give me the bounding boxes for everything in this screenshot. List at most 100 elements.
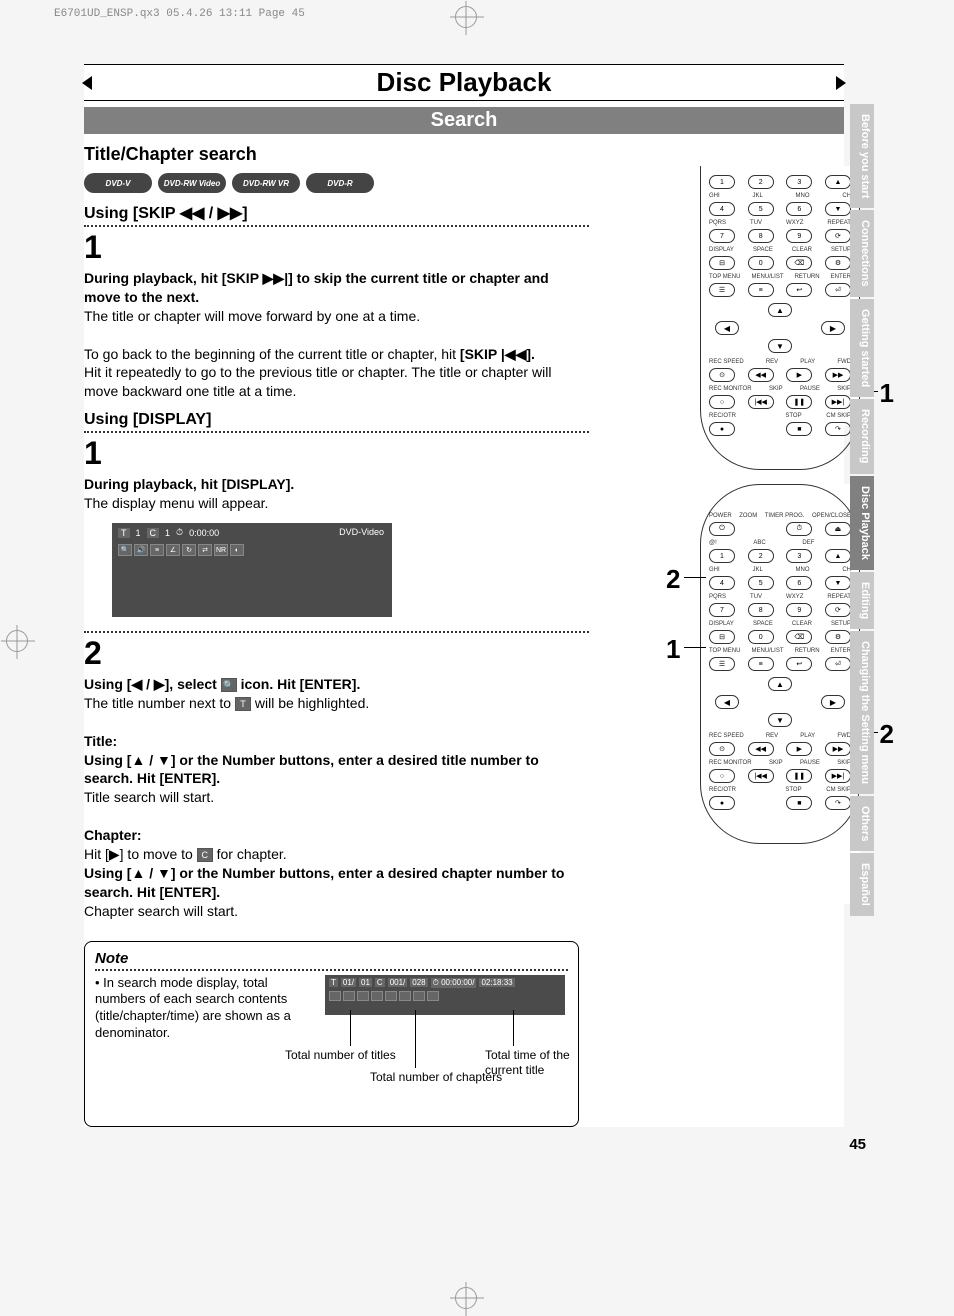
btn-0[interactable]: 0 bbox=[748, 630, 774, 644]
btn-1[interactable]: 1 bbox=[709, 175, 735, 189]
btn-6[interactable]: 6 bbox=[786, 202, 812, 216]
tab-settings[interactable]: Changing the Setting menu bbox=[850, 631, 874, 794]
btn-9[interactable]: 9 bbox=[786, 603, 812, 617]
btn-skip-prev[interactable]: |◀◀ bbox=[748, 395, 774, 409]
dpad-right[interactable]: ▶ bbox=[821, 695, 845, 709]
btn-repeat[interactable]: ⟳ bbox=[825, 603, 851, 617]
osd-clock-icon: ⏱ bbox=[176, 527, 183, 538]
btn-stop[interactable]: ■ bbox=[786, 422, 812, 436]
btn-display[interactable]: ⊟ bbox=[709, 630, 735, 644]
btn-return[interactable]: ↩ bbox=[786, 283, 812, 297]
btn-fwd[interactable]: ▶▶ bbox=[825, 742, 851, 756]
btn-5[interactable]: 5 bbox=[748, 576, 774, 590]
dpad-down[interactable]: ▼ bbox=[768, 713, 792, 727]
btn-5[interactable]: 5 bbox=[748, 202, 774, 216]
btn-4[interactable]: 4 bbox=[709, 202, 735, 216]
btn-setup[interactable]: ⚙ bbox=[825, 630, 851, 644]
btn-ch-dn[interactable]: ▼ bbox=[825, 576, 851, 590]
tab-recording[interactable]: Recording bbox=[850, 399, 874, 473]
btn-setup[interactable]: ⚙ bbox=[825, 256, 851, 270]
btn-menulist[interactable]: ≡ bbox=[748, 283, 774, 297]
btn-3[interactable]: 3 bbox=[786, 175, 812, 189]
btn-1[interactable]: 1 bbox=[709, 549, 735, 563]
btn-rev[interactable]: ◀◀ bbox=[748, 742, 774, 756]
btn-stop[interactable]: ■ bbox=[786, 796, 812, 810]
dpad-left[interactable]: ◀ bbox=[715, 321, 739, 335]
btn-display[interactable]: ⊟ bbox=[709, 256, 735, 270]
btn-7[interactable]: 7 bbox=[709, 229, 735, 243]
s2b-post: will be highlighted. bbox=[255, 695, 369, 711]
btn-6[interactable]: 6 bbox=[786, 576, 812, 590]
btn-skip-next[interactable]: ▶▶| bbox=[825, 769, 851, 783]
btn-play[interactable]: ▶ bbox=[786, 368, 812, 382]
btn-repeat[interactable]: ⟳ bbox=[825, 229, 851, 243]
btn-4[interactable]: 4 bbox=[709, 576, 735, 590]
btn-skip-prev[interactable]: |◀◀ bbox=[748, 769, 774, 783]
tab-disc-playback[interactable]: Disc Playback bbox=[850, 476, 874, 570]
btn-0[interactable]: 0 bbox=[748, 256, 774, 270]
btn-cmskip[interactable]: ↷ bbox=[825, 796, 851, 810]
tab-getting-started[interactable]: Getting started bbox=[850, 299, 874, 397]
btn-recspeed[interactable]: ⊙ bbox=[709, 742, 735, 756]
btn-recotr[interactable]: ● bbox=[709, 422, 735, 436]
btn-ch-dn[interactable]: ▼ bbox=[825, 202, 851, 216]
btn-ch-up[interactable]: ▲ bbox=[825, 549, 851, 563]
btn-topmenu[interactable]: ☰ bbox=[709, 657, 735, 671]
dotline bbox=[95, 969, 568, 971]
note-lbl1: Total number of titles bbox=[285, 1048, 396, 1062]
btn-pause[interactable]: ❚❚ bbox=[786, 769, 812, 783]
btn-return[interactable]: ↩ bbox=[786, 657, 812, 671]
btn-clear[interactable]: ⌫ bbox=[786, 256, 812, 270]
btn-8[interactable]: 8 bbox=[748, 229, 774, 243]
dpad-up[interactable]: ▲ bbox=[768, 677, 792, 691]
osd-ic: ↻ bbox=[182, 544, 196, 556]
btn-enter[interactable]: ⏎ bbox=[825, 657, 851, 671]
tab-before[interactable]: Before you start bbox=[850, 104, 874, 208]
dpad-right[interactable]: ▶ bbox=[821, 321, 845, 335]
disc-badges: DVD-V DVD-RW Video DVD-RW VR DVD-R bbox=[84, 173, 589, 193]
skip-body: During playback, hit [SKIP ▶▶|] to skip … bbox=[84, 269, 589, 401]
main-column: Title/Chapter search DVD-V DVD-RW Video … bbox=[84, 144, 589, 1127]
btn-2[interactable]: 2 bbox=[748, 549, 774, 563]
dpad-left[interactable]: ◀ bbox=[715, 695, 739, 709]
dpad-down[interactable]: ▼ bbox=[768, 339, 792, 353]
section-heading: Title/Chapter search bbox=[84, 144, 589, 165]
dotline bbox=[84, 431, 589, 433]
skip-p3b: [SKIP |◀◀]. bbox=[460, 346, 535, 362]
dotline bbox=[84, 631, 589, 633]
tab-connections[interactable]: Connections bbox=[850, 210, 874, 297]
btn-recspeed[interactable]: ⊙ bbox=[709, 368, 735, 382]
btn-recmon[interactable]: ○ bbox=[709, 395, 735, 409]
btn-open[interactable]: ⏏ bbox=[825, 522, 851, 536]
page-title: Disc Playback bbox=[84, 67, 844, 98]
btn-timer[interactable]: ⏱ bbox=[786, 522, 812, 536]
btn-pause[interactable]: ❚❚ bbox=[786, 395, 812, 409]
tab-espanol[interactable]: Español bbox=[850, 853, 874, 916]
btn-recotr[interactable]: ● bbox=[709, 796, 735, 810]
btn-rev[interactable]: ◀◀ bbox=[748, 368, 774, 382]
btn-ch-up[interactable]: ▲ bbox=[825, 175, 851, 189]
btn-2[interactable]: 2 bbox=[748, 175, 774, 189]
badge-dvdv: DVD-V bbox=[84, 173, 152, 193]
btn-cmskip[interactable]: ↷ bbox=[825, 422, 851, 436]
btn-7[interactable]: 7 bbox=[709, 603, 735, 617]
note-lbl3: Total time of the current title bbox=[485, 1048, 575, 1077]
tab-editing[interactable]: Editing bbox=[850, 572, 874, 629]
nosd-t: T bbox=[329, 978, 338, 987]
btn-topmenu[interactable]: ☰ bbox=[709, 283, 735, 297]
btn-clear[interactable]: ⌫ bbox=[786, 630, 812, 644]
btn-power[interactable]: ⏻ bbox=[709, 522, 735, 536]
s2a-post: icon. Hit [ENTER]. bbox=[241, 676, 361, 692]
btn-3[interactable]: 3 bbox=[786, 549, 812, 563]
btn-menulist[interactable]: ≡ bbox=[748, 657, 774, 671]
tab-others[interactable]: Others bbox=[850, 796, 874, 851]
btn-enter[interactable]: ⏎ bbox=[825, 283, 851, 297]
dpad-up[interactable]: ▲ bbox=[768, 303, 792, 317]
btn-9[interactable]: 9 bbox=[786, 229, 812, 243]
btn-skip-next[interactable]: ▶▶| bbox=[825, 395, 851, 409]
btn-fwd[interactable]: ▶▶ bbox=[825, 368, 851, 382]
chap-h: Chapter: bbox=[84, 827, 142, 843]
btn-8[interactable]: 8 bbox=[748, 603, 774, 617]
btn-play[interactable]: ▶ bbox=[786, 742, 812, 756]
btn-recmon[interactable]: ○ bbox=[709, 769, 735, 783]
